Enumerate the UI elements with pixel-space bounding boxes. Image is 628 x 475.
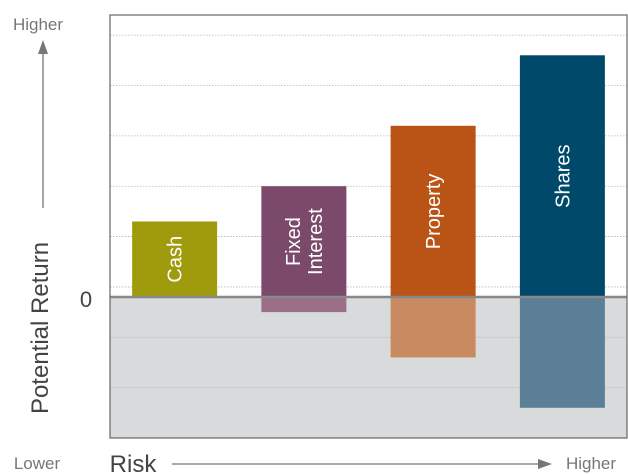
x-axis-left-label: Lower: [14, 454, 61, 473]
x-axis-arrow: [172, 459, 552, 469]
x-axis-right-label: Higher: [566, 454, 616, 473]
bar-shares-positive: [519, 55, 605, 298]
x-axis-label: Risk: [110, 451, 158, 475]
gridlines: [110, 34, 627, 389]
bar-fixed-interest-positive: [261, 186, 347, 297]
bar-fixed-interest-negative: [261, 297, 347, 313]
bars: Cash FixedInterest Property Shares: [132, 55, 605, 408]
bar-label-property: Property: [423, 174, 445, 250]
bar-label-shares: Shares: [552, 144, 574, 207]
bar-property-negative: [390, 297, 476, 358]
zero-tick-label: 0: [80, 287, 92, 312]
bar-label-fixed-interest: FixedInterest: [283, 208, 327, 275]
y-axis-label: Potential Return: [27, 242, 54, 414]
bar-property-positive: [390, 125, 476, 298]
bar-label-cash: Cash: [165, 236, 187, 283]
bar-shares-negative: [519, 297, 605, 408]
y-axis-arrow: [38, 40, 48, 208]
plot-frame: [109, 14, 628, 439]
bar-cash-positive: [132, 221, 218, 297]
y-axis-top-label: Higher: [13, 15, 63, 34]
